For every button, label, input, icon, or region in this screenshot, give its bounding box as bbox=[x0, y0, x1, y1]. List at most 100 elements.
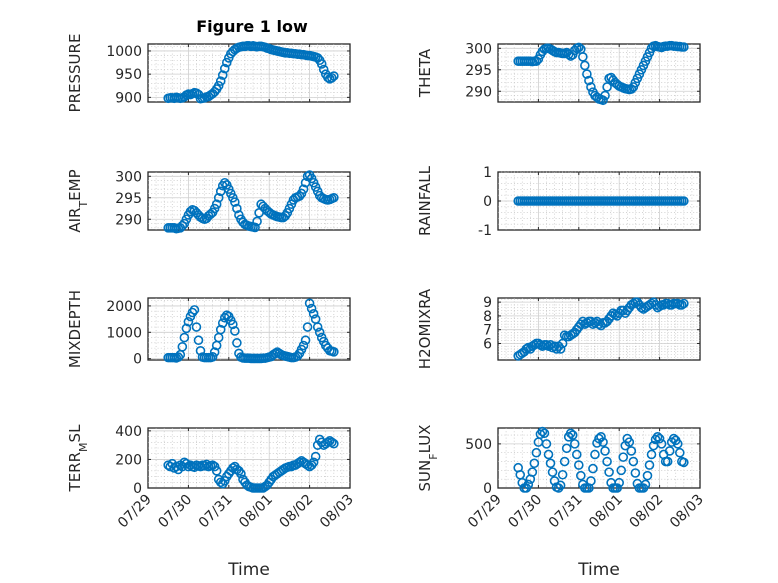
data-point bbox=[529, 458, 540, 469]
data-point bbox=[594, 319, 604, 329]
data-point bbox=[642, 470, 653, 481]
y-tick-label: 300 bbox=[115, 169, 142, 185]
data-point bbox=[217, 70, 228, 80]
data-point bbox=[640, 479, 651, 490]
data-point bbox=[602, 456, 612, 467]
data-point bbox=[211, 466, 222, 476]
data-point bbox=[598, 95, 608, 106]
data-point bbox=[302, 322, 313, 332]
plot-area bbox=[497, 43, 701, 103]
data-point bbox=[628, 298, 639, 309]
data-point bbox=[672, 439, 683, 449]
x-tick-label: 08/03 bbox=[317, 492, 357, 532]
x-tick-label: 07/29 bbox=[465, 492, 505, 532]
x-tick-label: 08/01 bbox=[236, 492, 276, 532]
data-point bbox=[314, 327, 325, 338]
data-point bbox=[187, 307, 198, 318]
series-markers bbox=[163, 298, 339, 364]
data-point bbox=[677, 300, 687, 310]
data-point bbox=[600, 90, 610, 101]
data-point bbox=[571, 449, 582, 460]
data-point bbox=[618, 452, 629, 462]
data-point bbox=[557, 469, 568, 480]
data-point bbox=[219, 63, 230, 74]
data-point bbox=[312, 322, 323, 332]
data-point bbox=[179, 332, 190, 343]
data-point bbox=[215, 324, 226, 335]
y-tick-label: 200 bbox=[115, 452, 142, 468]
data-point bbox=[298, 340, 309, 351]
data-point bbox=[543, 449, 554, 460]
data-point bbox=[679, 196, 689, 206]
data-point bbox=[586, 82, 596, 92]
y-tick-label: 0 bbox=[133, 352, 142, 368]
series-markers bbox=[163, 170, 339, 234]
y-tick-label: 1000 bbox=[106, 325, 142, 341]
data-point bbox=[195, 345, 206, 356]
data-point bbox=[329, 192, 339, 203]
data-point bbox=[294, 191, 305, 201]
data-point bbox=[624, 437, 635, 447]
data-point bbox=[630, 468, 641, 478]
data-point bbox=[213, 80, 224, 91]
data-point bbox=[219, 312, 230, 323]
data-point bbox=[674, 447, 685, 458]
data-point bbox=[322, 72, 333, 83]
data-point bbox=[213, 192, 224, 203]
data-point bbox=[555, 344, 566, 354]
data-point bbox=[294, 457, 305, 468]
data-point bbox=[541, 439, 552, 449]
data-point bbox=[189, 305, 200, 315]
x-axis-label: Time bbox=[227, 560, 270, 580]
data-point bbox=[614, 477, 625, 488]
data-point bbox=[535, 429, 546, 439]
data-point bbox=[561, 443, 572, 454]
subplot-4: -1 0 1 RAINFALL bbox=[416, 165, 701, 239]
data-point bbox=[318, 64, 329, 75]
data-point bbox=[644, 460, 655, 470]
y-tick-label: 0 bbox=[483, 194, 492, 210]
data-point bbox=[679, 42, 689, 52]
y-axis-label: MIXDEPTH bbox=[66, 290, 84, 368]
y-tick-label: 8 bbox=[483, 309, 492, 325]
y-tick-label: 295 bbox=[465, 63, 492, 79]
y-tick-label: 2000 bbox=[106, 299, 142, 315]
data-point bbox=[310, 451, 321, 462]
series-markers bbox=[513, 40, 689, 106]
data-point bbox=[586, 476, 596, 486]
data-point bbox=[576, 470, 586, 481]
data-point bbox=[215, 76, 226, 86]
data-point bbox=[588, 463, 598, 474]
data-point bbox=[306, 303, 317, 314]
y-tick-label: 950 bbox=[115, 67, 142, 83]
data-point bbox=[604, 467, 614, 477]
data-point bbox=[322, 437, 333, 448]
data-point bbox=[183, 316, 194, 327]
data-point bbox=[211, 199, 222, 210]
data-point bbox=[523, 479, 534, 490]
series-markers bbox=[163, 434, 339, 493]
data-point bbox=[628, 456, 639, 467]
y-axis-label: PRESSURE bbox=[66, 34, 84, 113]
figure-title: Figure 1 low bbox=[196, 17, 308, 36]
data-point bbox=[650, 434, 661, 445]
y-tick-label: 9 bbox=[483, 295, 492, 311]
data-point bbox=[646, 449, 657, 460]
y-tick-label: 900 bbox=[115, 90, 142, 106]
data-point bbox=[327, 73, 337, 83]
data-point bbox=[553, 483, 564, 493]
data-point bbox=[191, 322, 202, 332]
y-axis-label: AIRTEMP bbox=[66, 169, 90, 232]
y-tick-label: 300 bbox=[465, 41, 492, 57]
y-tick-label: 500 bbox=[465, 437, 492, 453]
data-point bbox=[316, 59, 327, 69]
data-point bbox=[582, 69, 592, 79]
data-point bbox=[545, 458, 556, 469]
y-axis-label: THETA bbox=[416, 48, 434, 98]
x-tick-label: 08/03 bbox=[667, 492, 707, 532]
data-point bbox=[573, 460, 584, 470]
data-point bbox=[565, 428, 576, 439]
data-point bbox=[531, 447, 542, 458]
data-point bbox=[185, 206, 196, 217]
